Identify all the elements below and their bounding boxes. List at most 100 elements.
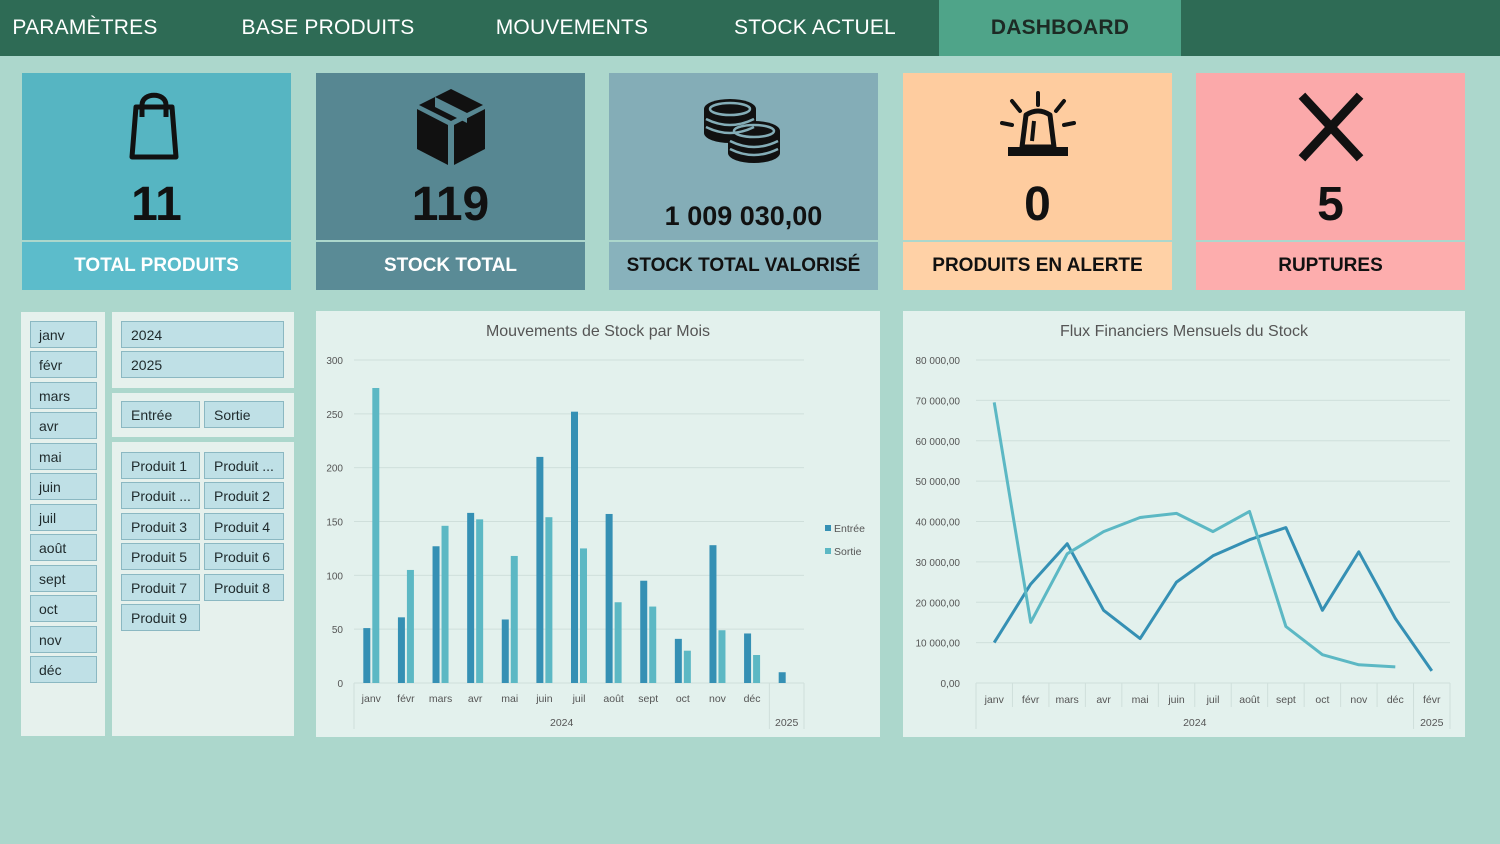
slicer-month-mai[interactable]: mai: [30, 443, 97, 470]
tab-base-produits[interactable]: BASE PRODUITS: [241, 16, 415, 39]
legend-label: Sortie: [834, 546, 862, 558]
bar-sortie: [441, 525, 449, 683]
bar-sortie: [510, 555, 518, 683]
slicer-product[interactable]: Produit 2: [204, 482, 284, 509]
group-label: 2025: [1420, 717, 1444, 729]
tab-dashboard[interactable]: DASHBOARD: [939, 0, 1181, 56]
tab-parametres[interactable]: PARAMÈTRES: [12, 16, 158, 39]
month-slicer: janv févr mars avr mai juin juil août se…: [21, 312, 105, 736]
slicer-product[interactable]: Produit 5: [121, 543, 200, 570]
x-tick-label: févr: [397, 693, 415, 705]
x-tick-label: mars: [429, 693, 452, 705]
slicer-product[interactable]: Produit 4: [204, 513, 284, 540]
slicer-product[interactable]: Produit 9: [121, 604, 200, 631]
chart-title: Flux Financiers Mensuels du Stock: [1059, 323, 1309, 340]
shopping-bag-icon: [129, 92, 178, 160]
bar-entree: [571, 411, 578, 683]
slicer-month-aout[interactable]: août: [30, 534, 97, 561]
kpi-label: PRODUITS EN ALERTE: [903, 242, 1172, 290]
y-tick-label: 40 000,00: [916, 518, 961, 529]
bar-sortie: [545, 517, 553, 683]
slicer-month-oct[interactable]: oct: [30, 595, 97, 622]
x-tick-label: juin: [535, 693, 553, 705]
legend-swatch: [825, 548, 831, 554]
series-line-2: [992, 402, 1396, 669]
y-tick-label: 0: [337, 679, 343, 690]
type-slicer: Entrée Sortie: [112, 393, 294, 437]
kpi-top: 0: [903, 73, 1172, 240]
bar-entree: [744, 633, 752, 683]
x-tick-label: nov: [709, 693, 727, 705]
y-tick-label: 50 000,00: [916, 477, 961, 488]
year-slicer: 2024 2025: [112, 312, 294, 388]
slicer-month-janv[interactable]: janv: [30, 321, 97, 348]
bar-entree: [432, 546, 440, 683]
x-tick-label: févr: [1022, 694, 1040, 706]
slicer-month-mars[interactable]: mars: [30, 382, 97, 409]
x-tick-label: oct: [1315, 694, 1329, 706]
x-tick-label: févr: [1423, 694, 1441, 706]
bar-entree: [397, 617, 405, 683]
bar-sortie: [649, 606, 657, 683]
slicer-month-nov[interactable]: nov: [30, 626, 97, 653]
coins-icon: [703, 99, 780, 163]
slicer-product[interactable]: Produit ...: [204, 452, 284, 479]
bar-entree: [640, 580, 648, 683]
slicer-month-dec[interactable]: déc: [30, 656, 97, 683]
slicer-month-avr[interactable]: avr: [30, 412, 97, 439]
x-tick-label: déc: [1387, 694, 1404, 706]
slicer-product[interactable]: Produit 1: [121, 452, 200, 479]
bar-entree: [605, 513, 613, 683]
bar-entree: [467, 512, 475, 683]
y-tick-label: 150: [326, 518, 343, 529]
slicer-product[interactable]: Produit 7: [121, 574, 200, 601]
tab-mouvements[interactable]: MOUVEMENTS: [495, 16, 649, 39]
group-label: 2025: [775, 717, 799, 729]
kpi-card-stock-total-valorise: 1 009 030,00 STOCK TOTAL VALORISÉ: [609, 73, 878, 290]
bar-entree: [501, 619, 509, 683]
x-icon: [1298, 92, 1363, 162]
bar-entree: [778, 672, 786, 683]
kpi-card-total-produits: 11 TOTAL PRODUITS: [22, 73, 291, 290]
slicer-product[interactable]: Produit 8: [204, 574, 284, 601]
bar-sortie: [476, 519, 484, 683]
slicer-month-sept[interactable]: sept: [30, 565, 97, 592]
x-tick-label: juil: [572, 693, 586, 705]
x-tick-label: juin: [1167, 694, 1185, 706]
x-tick-label: janv: [361, 693, 382, 705]
bar-chart-panel: Mouvements de Stock par Mois 0 50 100 150 20…: [316, 311, 880, 737]
x-tick-label: oct: [676, 693, 690, 705]
kpi-card-produits-en-alerte: 0 PRODUITS EN ALERTE: [903, 73, 1172, 290]
series-line-1: [992, 526, 1434, 672]
slicer-product[interactable]: Produit ...: [121, 482, 200, 509]
x-tick-label: déc: [744, 693, 761, 705]
y-tick-label: 80 000,00: [916, 356, 961, 367]
slicer-month-juil[interactable]: juil: [30, 504, 97, 531]
slicer-year-2025[interactable]: 2025: [121, 351, 284, 378]
slicer-type-entree[interactable]: Entrée: [121, 401, 200, 428]
group-label: 2024: [1183, 717, 1207, 729]
kpi-label: RUPTURES: [1196, 242, 1465, 290]
legend-swatch: [825, 525, 831, 531]
x-tick-label: avr: [1096, 694, 1111, 706]
y-tick-label: 0,00: [941, 679, 961, 690]
slicer-type-sortie[interactable]: Sortie: [204, 401, 284, 428]
slicer-month-juin[interactable]: juin: [30, 473, 97, 500]
slicer-month-fevr[interactable]: févr: [30, 351, 97, 378]
slicer-product[interactable]: Produit 3: [121, 513, 200, 540]
x-tick-label: mai: [501, 693, 518, 705]
product-slicer: Produit 1 Produit ... Produit ... Produi…: [112, 442, 294, 736]
tab-stock-actuel[interactable]: STOCK ACTUEL: [734, 16, 896, 39]
kpi-value: 5: [1317, 178, 1344, 231]
bar-entree: [536, 456, 544, 683]
y-tick-label: 60 000,00: [916, 437, 961, 448]
y-tick-label: 20 000,00: [916, 598, 961, 609]
kpi-label: STOCK TOTAL: [316, 242, 585, 290]
y-tick-label: 30 000,00: [916, 558, 961, 569]
slicer-product[interactable]: Produit 6: [204, 543, 284, 570]
x-tick-label: mars: [1055, 694, 1078, 706]
bar-entree: [674, 638, 682, 683]
slicer-year-2024[interactable]: 2024: [121, 321, 284, 348]
y-tick-label: 50: [332, 625, 344, 636]
y-tick-label: 300: [326, 356, 343, 367]
